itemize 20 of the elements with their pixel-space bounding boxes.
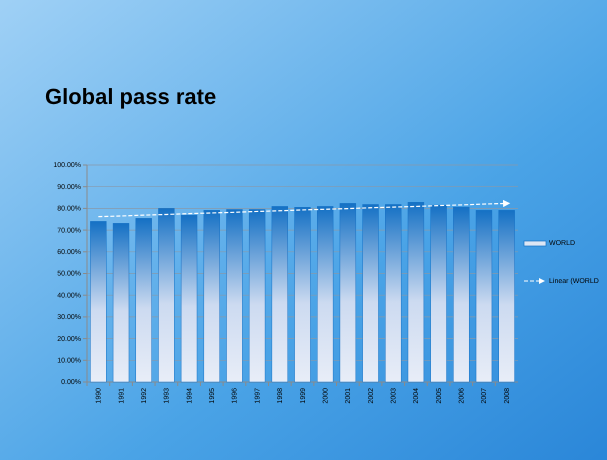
chart-title: Global pass rate: [45, 84, 216, 109]
bar: [226, 209, 243, 382]
bar: [294, 207, 311, 382]
bar: [362, 204, 379, 382]
bar: [316, 206, 334, 382]
bar: [453, 206, 470, 382]
bar: [476, 210, 492, 382]
bar: [385, 204, 402, 382]
bar: [204, 210, 220, 382]
bar: [158, 208, 175, 382]
bar: [498, 210, 515, 382]
bar: [90, 221, 107, 382]
bar: [248, 209, 266, 382]
bar: [272, 206, 288, 382]
bar: [408, 202, 424, 382]
bar: [136, 218, 152, 382]
bar: [430, 204, 447, 382]
bar: [112, 223, 130, 382]
bar: [180, 214, 198, 382]
bar: [340, 203, 356, 382]
